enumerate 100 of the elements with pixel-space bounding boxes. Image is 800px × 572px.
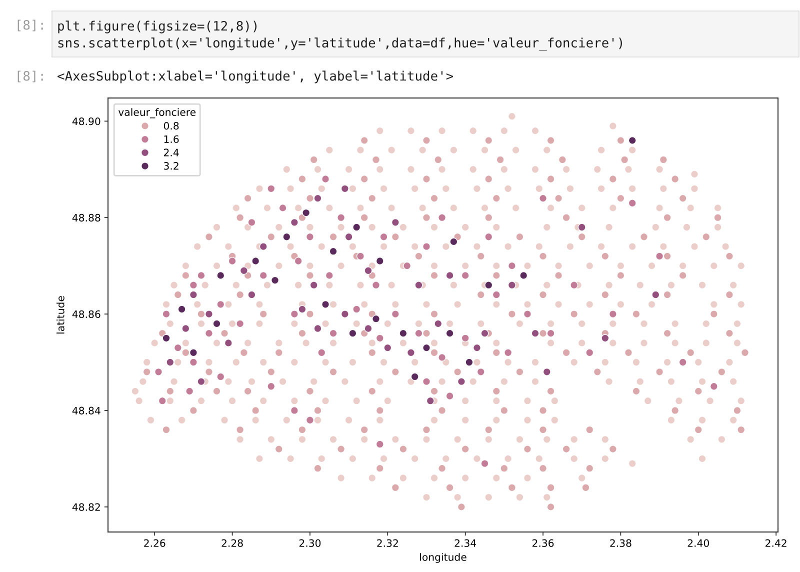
point (414, 281, 423, 290)
point (352, 223, 361, 232)
x-tick-label: 2.38 (610, 539, 632, 547)
point (403, 262, 412, 270)
point (348, 329, 357, 338)
x-tick-label: 2.28 (222, 539, 243, 547)
point (197, 378, 206, 386)
point (628, 136, 636, 144)
x-tick-label: 2.34 (454, 539, 476, 547)
point (542, 368, 551, 376)
point (189, 358, 198, 366)
point (504, 348, 512, 357)
legend-title: valeur_fonciere (118, 108, 196, 118)
point (154, 368, 163, 376)
y-tick-label: 48.82 (72, 503, 100, 511)
point (298, 305, 306, 314)
point (508, 281, 516, 290)
text: [8]: (18, 70, 43, 82)
point (282, 232, 291, 241)
text: <AxesSubplot:xlabel='longitude', ylabel='latitude'> (58, 70, 454, 84)
point (422, 344, 431, 352)
point (372, 314, 380, 323)
point (197, 271, 206, 280)
point (480, 460, 489, 468)
point (352, 305, 361, 314)
y-tick-label: 48.84 (72, 406, 100, 414)
point (267, 382, 276, 390)
point (652, 290, 660, 299)
point (340, 184, 349, 193)
x-tick-label: 2.32 (377, 539, 398, 547)
point (391, 310, 400, 318)
point (204, 310, 214, 318)
point (259, 242, 268, 251)
point (608, 310, 617, 318)
point (364, 324, 372, 333)
point (162, 310, 170, 318)
point (446, 329, 454, 338)
point (450, 238, 458, 246)
point (391, 218, 400, 226)
point (182, 324, 190, 333)
point (204, 329, 214, 338)
point (290, 218, 298, 226)
y-axis-title: latitude (56, 296, 64, 334)
point (656, 252, 664, 260)
point (372, 281, 380, 290)
text: [8]: (18, 20, 43, 32)
text: sns.scatterplot(x='longitude',y='latitude',data=df,hue='valeur_fonciere') (58, 38, 622, 50)
point (376, 256, 384, 266)
point (410, 372, 419, 381)
point (248, 218, 256, 226)
point (465, 358, 474, 366)
point (321, 174, 330, 184)
legend-label: 2.4 (164, 148, 179, 156)
point (248, 290, 256, 299)
point (434, 320, 442, 328)
point (384, 344, 392, 352)
point (438, 214, 446, 222)
point (438, 353, 446, 362)
point (302, 208, 310, 217)
point (578, 223, 586, 232)
point (601, 334, 610, 342)
legend-label: 3.2 (164, 162, 178, 170)
point (314, 194, 322, 202)
point (337, 214, 346, 222)
point (290, 406, 298, 415)
point (508, 262, 516, 270)
point (228, 256, 236, 266)
point (306, 416, 314, 424)
point (290, 310, 298, 318)
point (376, 440, 384, 448)
point (189, 281, 198, 290)
point (523, 310, 532, 318)
point (162, 334, 170, 342)
point (628, 199, 636, 208)
point (186, 387, 194, 396)
point (252, 256, 260, 266)
point (278, 204, 287, 212)
point (189, 290, 198, 299)
point (586, 348, 594, 357)
point (446, 392, 454, 400)
point (426, 396, 434, 405)
point (340, 310, 349, 318)
point (376, 334, 384, 342)
point (446, 271, 454, 280)
point (259, 271, 268, 280)
point (270, 276, 280, 284)
x-axis-title: longitude (420, 553, 466, 563)
point (310, 281, 318, 290)
legend-label: 1.6 (164, 135, 179, 143)
point (189, 348, 198, 357)
point (461, 271, 470, 280)
x-tick-label: 2.42 (766, 539, 786, 547)
point (178, 305, 186, 314)
point (158, 396, 166, 405)
point (240, 266, 248, 275)
point (546, 329, 555, 338)
point (325, 271, 334, 280)
point (236, 320, 244, 328)
point (212, 320, 221, 328)
x-tick-label: 2.36 (532, 539, 554, 547)
